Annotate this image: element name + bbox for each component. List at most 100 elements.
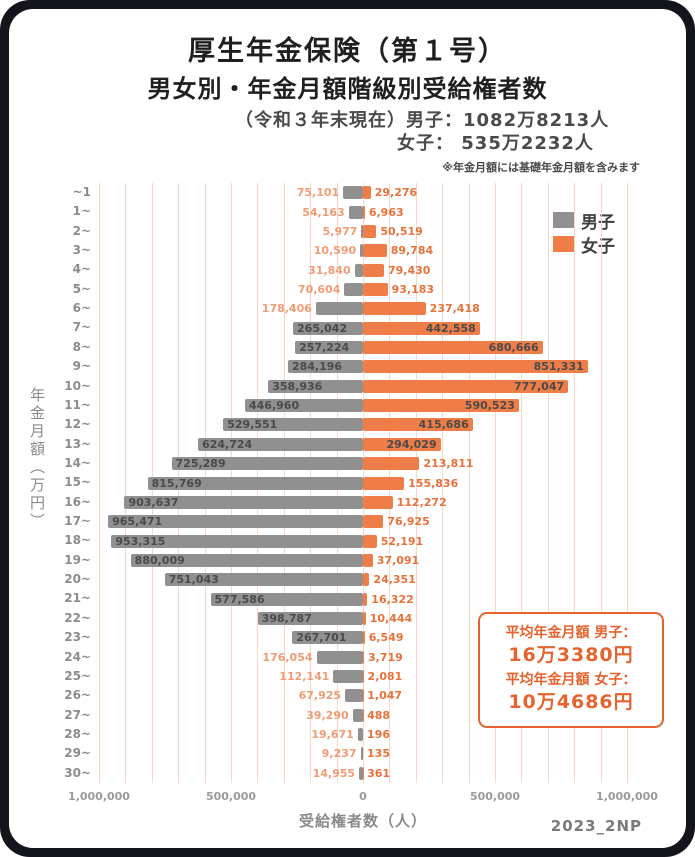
- bar-male: [293, 321, 363, 335]
- y-tick-label: 29~: [64, 746, 91, 761]
- bar-male: [360, 747, 363, 761]
- bar-female: [363, 224, 377, 238]
- bar-male: [147, 476, 363, 490]
- gridline: [125, 183, 127, 783]
- y-tick-label: 16~: [64, 494, 91, 509]
- y-tick-label: 13~: [64, 436, 91, 451]
- chart-title: 厚生年金保険（第１号）: [188, 36, 507, 67]
- value-label-female: 237,418: [429, 302, 480, 316]
- bar-female: [363, 244, 387, 258]
- bar-female: [363, 495, 393, 509]
- bar-male: [316, 650, 363, 664]
- value-label-male: 751,043: [168, 573, 219, 587]
- bar-female: [363, 379, 569, 393]
- bar-male: [111, 534, 363, 548]
- value-label-female: 488: [367, 708, 391, 722]
- gridline: [547, 183, 549, 783]
- y-axis-title: 年金月額（万円）: [28, 387, 46, 531]
- y-tick-label: 14~: [64, 455, 91, 470]
- bar-female: [363, 534, 377, 548]
- value-label-female: 294,029: [386, 437, 437, 451]
- value-label-male: 815,769: [151, 476, 202, 490]
- value-label-female: 415,686: [418, 418, 469, 432]
- value-label-female: 213,811: [423, 457, 474, 471]
- gridline: [415, 183, 417, 783]
- value-label-male: 265,042: [297, 321, 348, 335]
- value-label-male: 14,955: [312, 766, 356, 780]
- value-label-male: 257,224: [299, 341, 350, 355]
- value-label-female: 24,351: [373, 573, 416, 587]
- male-swatch-icon: [553, 212, 574, 228]
- y-tick-label: 5~: [72, 281, 91, 296]
- y-tick-label: 4~: [72, 262, 91, 277]
- bar-female: [363, 341, 543, 355]
- x-tick-label: 1,000,000: [68, 790, 130, 803]
- avg-male-title: 平均年金月額 男子：: [505, 625, 637, 641]
- value-label-male: 267,701: [296, 631, 347, 645]
- value-label-female: 680,666: [488, 341, 539, 355]
- chart-subtitle: 男女別・年金月額階級別受給権者数: [147, 75, 548, 103]
- gridline: [442, 183, 444, 783]
- bar-female: [363, 670, 364, 684]
- x-axis-title: 受給権者数（人）: [298, 812, 428, 830]
- y-tick-label: 8~: [72, 339, 91, 354]
- y-tick-label: 9~: [72, 359, 91, 374]
- value-label-female: 112,272: [396, 495, 447, 509]
- value-label-female: 52,191: [380, 534, 424, 548]
- bar-female: [363, 360, 588, 374]
- footnote: ※年金月額には基礎年金月額を含みます: [442, 161, 640, 174]
- value-label-male: 19,671: [311, 728, 354, 742]
- bar-male: [348, 205, 363, 219]
- value-label-male: 358,936: [272, 379, 323, 393]
- avg-male-value: 16万3380円: [508, 644, 634, 666]
- watermark-label: 2023_2NP: [550, 817, 642, 835]
- y-tick-label: 10~: [64, 378, 91, 393]
- value-label-male: 75,101: [296, 186, 340, 200]
- bar-male: [360, 244, 363, 258]
- bar-female: [363, 650, 364, 664]
- avg-female-value: 10万4686円: [508, 691, 634, 713]
- y-tick-label: 18~: [64, 533, 91, 548]
- legend: 男子 女子: [553, 208, 615, 257]
- value-label-male: 54,163: [302, 205, 345, 219]
- bar-female: [363, 476, 405, 490]
- value-label-female: 155,836: [408, 476, 459, 490]
- y-tick-label: 27~: [64, 707, 91, 722]
- bar-male: [130, 553, 363, 567]
- value-label-female: 590,523: [464, 399, 515, 413]
- value-label-male: 5,977: [322, 224, 358, 238]
- value-label-female: 37,091: [376, 553, 420, 567]
- y-tick-label: 23~: [64, 630, 91, 645]
- bar-male: [287, 360, 363, 374]
- bar-female: [363, 592, 368, 606]
- bar-male: [344, 282, 363, 296]
- bar-male: [295, 341, 363, 355]
- value-label-male: 39,290: [306, 708, 349, 722]
- y-tick-label: 7~: [72, 320, 91, 335]
- value-label-male: 577,586: [214, 592, 265, 606]
- value-label-female: 6,963: [368, 205, 404, 219]
- asof-totals: （令和３年末現在）男子：1082万8213人 女子： 535万2232人: [235, 109, 609, 155]
- legend-item-male: 男子: [553, 208, 615, 233]
- gridline: [521, 183, 523, 783]
- value-label-male: 67,925: [298, 689, 342, 703]
- legend-label-female: 女子: [581, 236, 615, 257]
- value-label-female: 361: [367, 766, 391, 780]
- bar-male: [315, 302, 363, 316]
- bar-female: [363, 418, 473, 432]
- value-label-female: 777,047: [514, 379, 565, 393]
- y-tick-column: ~1 1~ 2~ 3~ 4~ 5~ 6~ 7~ 8~ 9~ 10~ 11~ 12~ 13~ 14~ 15~ 16…: [45, 183, 91, 783]
- bar-female: [363, 321, 480, 335]
- plot-area: 75,101 29,276 54,163 6,963 5,977 50,519 10,590…: [99, 183, 628, 783]
- gridline: [99, 183, 100, 783]
- value-label-female: 79,430: [387, 263, 431, 277]
- bar-female: [363, 457, 420, 471]
- asof-male-total: （令和３年末現在）男子：1082万8213人: [235, 110, 610, 131]
- value-label-female: 2,081: [367, 670, 403, 684]
- value-label-female: 851,331: [533, 360, 584, 374]
- value-label-male: 284,196: [291, 360, 343, 374]
- bar-male: [171, 457, 363, 471]
- value-label-female: 1,047: [367, 689, 403, 703]
- y-tick-label: 2~: [72, 223, 91, 238]
